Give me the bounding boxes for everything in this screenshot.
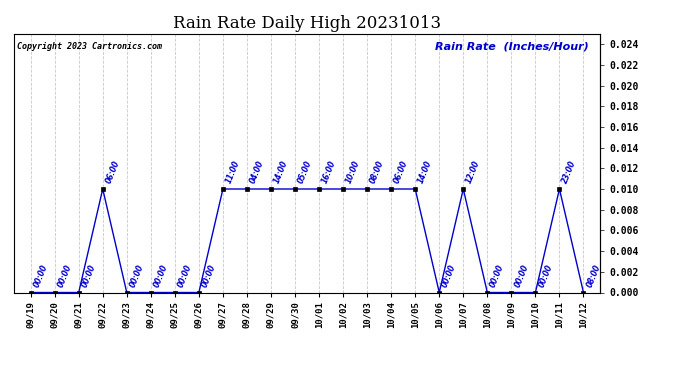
Text: 00:00: 00:00 xyxy=(513,263,530,288)
Text: 00:00: 00:00 xyxy=(152,263,170,288)
Text: 05:00: 05:00 xyxy=(297,159,314,185)
Text: 00:00: 00:00 xyxy=(489,263,506,288)
Text: 08:00: 08:00 xyxy=(585,263,602,288)
Text: 00:00: 00:00 xyxy=(128,263,146,288)
Text: Copyright 2023 Cartronics.com: Copyright 2023 Cartronics.com xyxy=(17,42,161,51)
Text: 00:00: 00:00 xyxy=(200,263,217,288)
Text: 11:00: 11:00 xyxy=(224,159,241,185)
Text: 00:00: 00:00 xyxy=(56,263,73,288)
Title: Rain Rate Daily High 20231013: Rain Rate Daily High 20231013 xyxy=(173,15,441,32)
Text: Rain Rate  (Inches/Hour): Rain Rate (Inches/Hour) xyxy=(435,42,589,51)
Text: 12:00: 12:00 xyxy=(464,159,482,185)
Text: 00:00: 00:00 xyxy=(32,263,50,288)
Text: 23:00: 23:00 xyxy=(561,159,578,185)
Text: 14:00: 14:00 xyxy=(417,159,434,185)
Text: 10:00: 10:00 xyxy=(344,159,362,185)
Text: 00:00: 00:00 xyxy=(80,263,97,288)
Text: 04:00: 04:00 xyxy=(248,159,266,185)
Text: 00:00: 00:00 xyxy=(441,263,458,288)
Text: 00:00: 00:00 xyxy=(537,263,554,288)
Text: 06:00: 06:00 xyxy=(104,159,121,185)
Text: 14:00: 14:00 xyxy=(273,159,290,185)
Text: 16:00: 16:00 xyxy=(320,159,338,185)
Text: 08:00: 08:00 xyxy=(368,159,386,185)
Text: 06:00: 06:00 xyxy=(393,159,410,185)
Text: 00:00: 00:00 xyxy=(176,263,194,288)
